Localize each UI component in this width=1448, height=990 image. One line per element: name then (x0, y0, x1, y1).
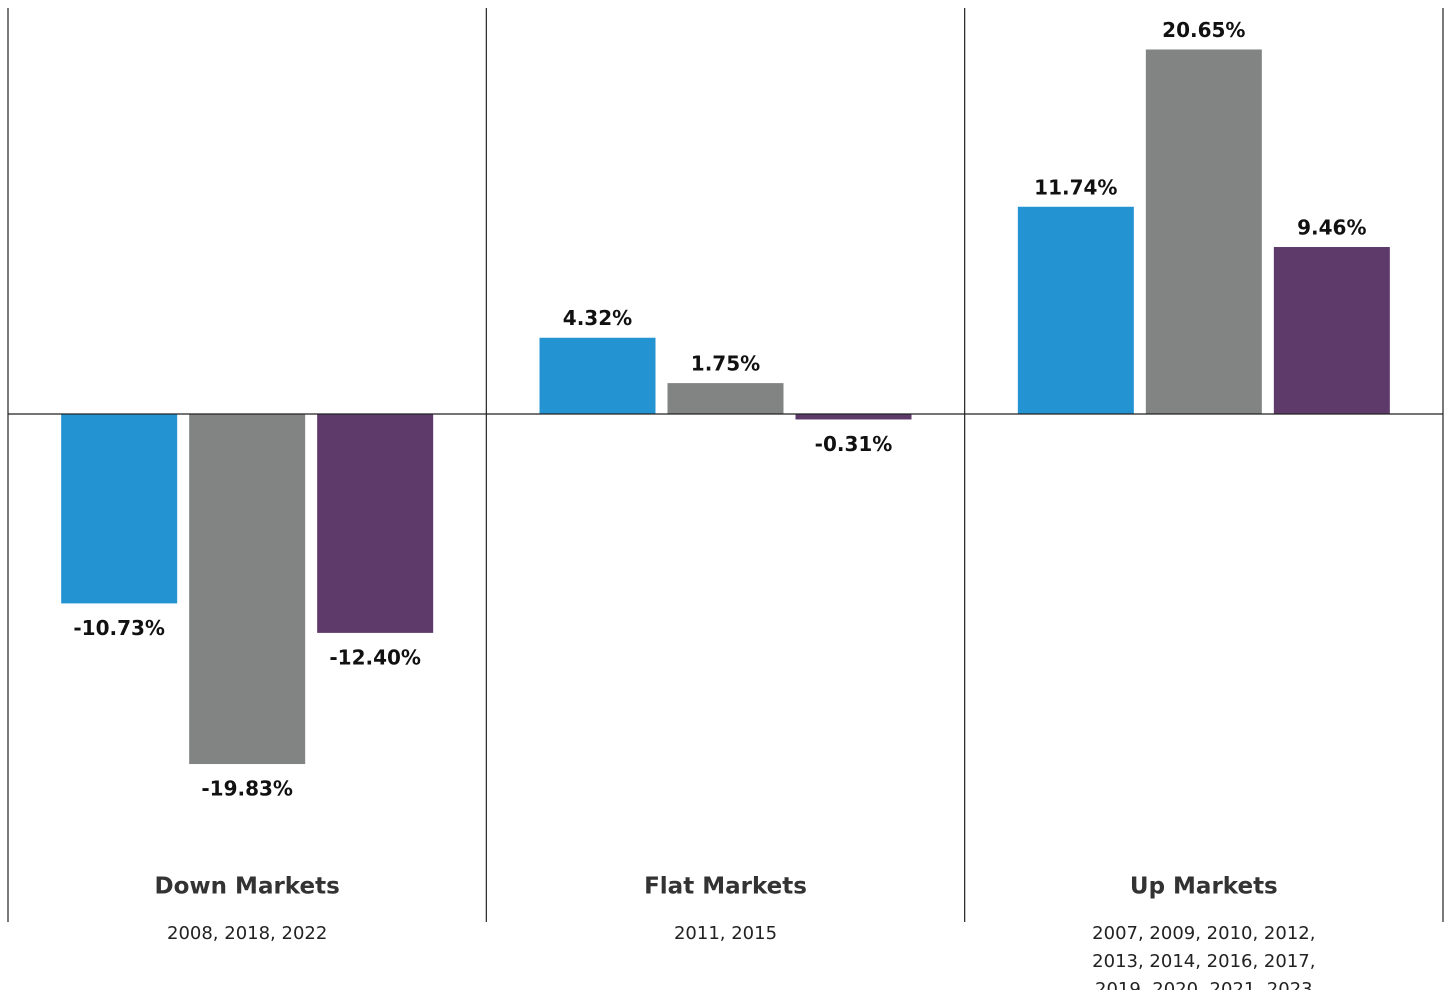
category-note: 2019, 2020, 2021, 2023 (1095, 979, 1313, 990)
category-note: 2008, 2018, 2022 (167, 923, 327, 944)
value-label: -10.73% (73, 616, 165, 640)
value-label: 20.65% (1162, 18, 1245, 42)
bar (317, 414, 434, 633)
category-note: 2011, 2015 (674, 923, 777, 944)
bar (1273, 247, 1390, 414)
bar (1145, 49, 1262, 415)
value-label: 9.46% (1297, 216, 1366, 240)
value-label: 1.75% (691, 352, 760, 376)
bar (189, 414, 306, 765)
value-label: -12.40% (329, 645, 421, 669)
bar (667, 383, 784, 414)
value-label: -0.31% (815, 432, 893, 456)
bar (795, 414, 912, 420)
value-label: 4.32% (563, 306, 632, 330)
category-note: 2007, 2009, 2010, 2012, (1092, 923, 1315, 944)
bar (539, 337, 656, 414)
category-label: Down Markets (155, 874, 340, 900)
category-note: 2013, 2014, 2016, 2017, (1092, 951, 1315, 972)
category-label: Flat Markets (644, 874, 807, 900)
bar (1017, 206, 1134, 414)
bar (61, 414, 178, 604)
value-label: 11.74% (1034, 175, 1117, 199)
category-label: Up Markets (1130, 874, 1278, 900)
value-label: -19.83% (201, 777, 293, 801)
